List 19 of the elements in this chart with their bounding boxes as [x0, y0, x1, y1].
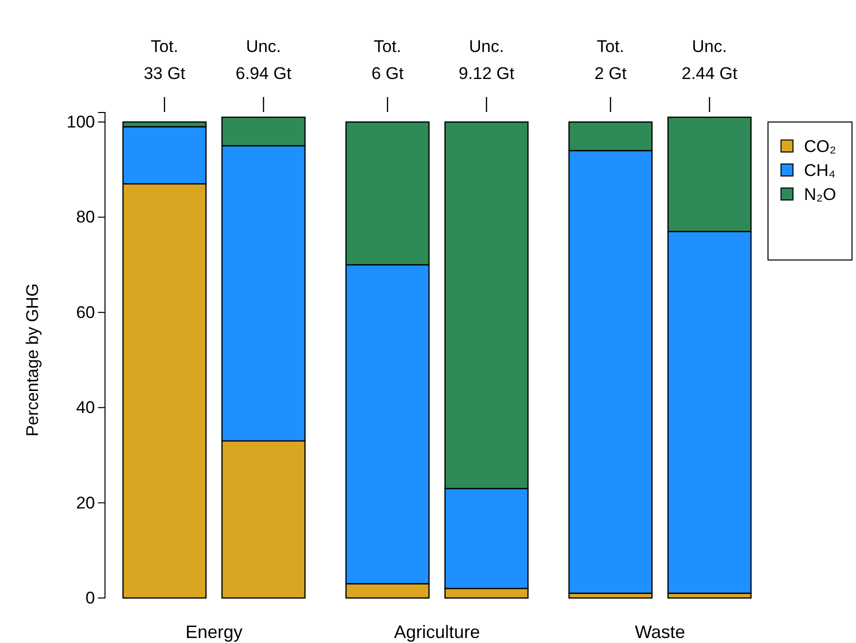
- legend-label: N₂O: [804, 185, 836, 204]
- y-tick-label: 0: [86, 588, 95, 608]
- text: Tot. 6 Gt: [371, 37, 404, 83]
- text: Agriculture: [394, 622, 480, 642]
- text: Waste: [634, 622, 686, 642]
- text: Unc. 9.12 Gt: [458, 37, 515, 83]
- text: Energy: [185, 622, 243, 642]
- y-tick-label: 100: [66, 112, 95, 132]
- text: Unc. 6.94 Gt: [236, 37, 292, 83]
- y-axis-title: Percentage by GHG: [23, 283, 42, 437]
- y-tick-label: 40: [76, 398, 95, 418]
- legend-label: CH₄: [804, 161, 836, 180]
- y-tick-label: 20: [76, 493, 95, 512]
- text: Unc. 2.44 Gt: [682, 37, 738, 83]
- text: Tot. 2 Gt: [594, 37, 627, 83]
- y-tick-label: 60: [76, 302, 95, 322]
- text: Tot. 33 Gt: [144, 37, 186, 83]
- y-tick-label: 80: [76, 208, 95, 227]
- legend-label: CO₂: [804, 137, 836, 156]
